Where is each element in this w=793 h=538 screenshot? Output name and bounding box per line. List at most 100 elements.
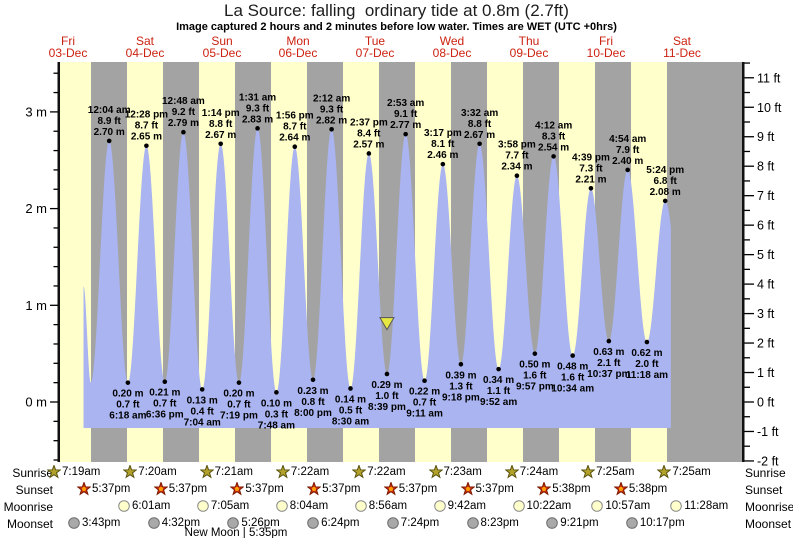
moonset-icon	[546, 517, 558, 529]
day-label: Wed 08-Dec	[432, 34, 472, 60]
tide-extreme-label: 4:12 am	[535, 120, 572, 131]
tide-extreme-label: 6.8 ft	[654, 176, 678, 187]
astro-time: 9:42am	[447, 500, 486, 512]
tide-extreme-label: 0.20 m	[223, 389, 254, 400]
sunset-star-icon	[230, 482, 245, 496]
astro-time-item: 5:37pm	[77, 482, 130, 496]
astro-time-item: 10:17pm	[625, 516, 685, 530]
tide-extreme-label: 10:34 am	[551, 384, 594, 395]
tide-extreme-label: 0.14 m	[335, 394, 366, 405]
day-label: Tue 07-Dec	[355, 34, 395, 60]
astro-row-label-moonrise: Moonrise	[745, 500, 793, 514]
astro-time: 6:01am	[132, 500, 171, 512]
tide-extreme-label: 6:36 pm	[146, 410, 184, 421]
sunrise-star-icon	[123, 465, 138, 479]
tide-extreme-label: 0.63 m	[593, 347, 624, 358]
right-axis-label: -2 ft	[757, 454, 779, 468]
astro-row-label-sunrise: Sunrise	[745, 466, 786, 480]
astro-time-item: 4:32pm	[147, 516, 200, 530]
astro-time: 7:24am	[519, 466, 559, 478]
astro-row-label-moonset: Moonset	[6, 517, 53, 531]
astro-time: 7:20am	[138, 466, 177, 478]
tide-extreme-label: 2.67 m	[205, 130, 236, 141]
astro-time-item: 5:38pm	[537, 482, 591, 496]
tide-extreme-dot	[514, 173, 520, 179]
left-axis-label: 2 m	[25, 201, 47, 216]
tide-extreme-label: 7:04 am	[184, 417, 221, 428]
tide-extreme-label: 0.5 ft	[339, 405, 363, 416]
tide-extreme-label: 3:17 pm	[424, 128, 462, 139]
tide-extreme-label: 0.13 m	[187, 395, 218, 406]
tide-extreme-dot	[403, 131, 408, 137]
tide-extreme-dot	[274, 390, 279, 395]
tide-extreme-dot	[162, 379, 168, 384]
tide-extreme-dot	[181, 129, 186, 135]
astro-time: 10:22am	[526, 500, 572, 512]
astro-time-item: 7:22am	[275, 465, 329, 479]
sunrise-star-icon	[504, 465, 519, 479]
tide-extreme-label: 0.3 ft	[265, 409, 289, 420]
astro-time: 7:25am	[596, 466, 635, 478]
right-axis-label: 5 ft	[757, 248, 775, 262]
tide-extreme-dot	[606, 338, 612, 344]
right-axis-label: 0 ft	[757, 396, 775, 410]
astro-time-item: 5:37pm	[460, 482, 514, 496]
astro-time: 7:21am	[214, 466, 253, 478]
astro-time-item: 7:21am	[199, 465, 253, 479]
current-tide-marker	[379, 317, 395, 331]
astro-time-item: 5:26pm	[226, 516, 280, 530]
day-label: Thu 09-Dec	[509, 34, 549, 60]
moonrise-icon	[197, 500, 209, 512]
tide-extreme-label: 2.65 m	[131, 132, 162, 143]
tide-extreme-label: 8:39 pm	[368, 402, 406, 413]
astro-time: 6:24pm	[321, 517, 360, 529]
tide-extreme-label: 8:00 pm	[294, 408, 332, 419]
new-moon-label: New Moon | 5:35pm	[184, 527, 288, 538]
sunrise-star-icon	[581, 465, 596, 479]
tide-extreme-label: 2:12 am	[313, 93, 350, 104]
moonset-icon	[626, 517, 638, 529]
tide-extreme-label: 2.46 m	[427, 150, 458, 161]
day-label: Sat 11-Dec	[663, 34, 701, 60]
tide-extreme-label: 1:56 pm	[276, 111, 314, 122]
tide-extreme-label: 2.83 m	[242, 114, 273, 125]
astro-time-item: 11:28am	[669, 499, 728, 513]
astro-time: 3:43pm	[82, 517, 121, 529]
astro-time-item: 9:21pm	[545, 516, 599, 530]
tide-extreme-dot	[366, 151, 372, 156]
tide-extreme-dot	[292, 144, 298, 150]
right-axis-label: 8 ft	[757, 160, 775, 174]
tide-extreme-dot	[662, 198, 668, 204]
right-axis-label: 7 ft	[757, 189, 775, 203]
tide-extreme-label: 2.57 m	[353, 139, 384, 150]
right-axis-label: 9 ft	[757, 130, 775, 144]
astro-row-label-moonset: Moonset	[745, 517, 792, 531]
moonrise-icon	[118, 500, 130, 512]
tide-extreme-label: 7:19 pm	[220, 411, 258, 422]
astro-time-item: 5:37pm	[230, 482, 284, 496]
right-axis-line	[742, 62, 745, 462]
tide-extreme-label: 1.6 ft	[561, 373, 585, 384]
astro-row-label-sunset: Sunset	[745, 483, 783, 497]
sunset-star-icon	[77, 482, 91, 496]
right-axis-label: 10 ft	[757, 101, 782, 115]
astro-time-item: 3:43pm	[67, 516, 120, 530]
tide-extreme-label: 8.8 ft	[468, 119, 492, 130]
tide-extreme-dot	[644, 339, 650, 345]
tide-extreme-label: 7.3 ft	[579, 163, 603, 174]
tide-extreme-label: 6:18 am	[109, 411, 146, 422]
tide-extreme-label: 0.20 m	[112, 389, 143, 400]
astro-time-item: 5:37pm	[307, 482, 360, 496]
tide-extreme-label: 2.64 m	[279, 133, 310, 144]
day-label: Fri 03-Dec	[48, 34, 88, 60]
day-label: Sun 05-Dec	[202, 34, 242, 60]
tide-extreme-label: 1.0 ft	[375, 391, 399, 402]
sunrise-star-icon	[275, 465, 290, 479]
moonrise-icon	[275, 500, 288, 512]
tide-extreme-label: 8.3 ft	[542, 131, 566, 142]
astro-time-item: 9:42am	[433, 499, 486, 513]
sunset-star-icon	[613, 482, 628, 496]
right-axis-label: 2 ft	[757, 337, 775, 351]
tide-extreme-label: 12:48 am	[162, 96, 205, 107]
